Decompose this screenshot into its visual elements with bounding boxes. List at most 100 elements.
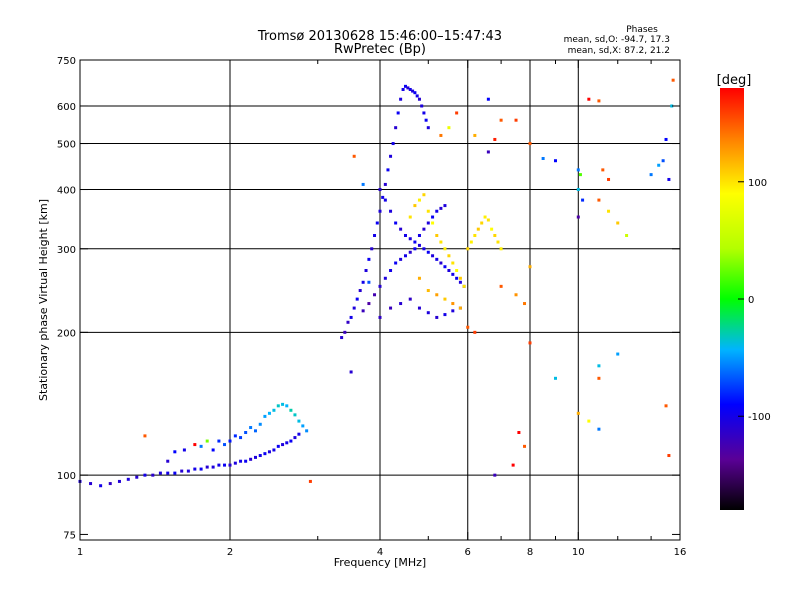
data-point [205,465,209,469]
data-point [217,439,221,443]
data-point [499,247,503,251]
data-point [466,325,470,329]
data-point [597,427,601,431]
data-point [462,284,466,288]
data-point [378,188,382,192]
data-point [473,330,477,334]
data-point [289,439,293,443]
data-point [126,477,130,481]
data-point [258,454,262,458]
data-points [78,78,675,488]
x-axis-label: Frequency [MHz] [334,556,426,569]
data-point [523,444,527,448]
data-point [272,408,276,412]
data-point [293,436,297,440]
y-tick-label: 200 [57,328,76,339]
phases-heading: Phases [626,25,658,35]
data-point [394,126,398,130]
data-point [399,227,403,231]
data-point [394,261,398,265]
data-point [443,313,447,317]
data-point [391,142,395,146]
data-point [417,233,421,237]
data-point [406,86,410,90]
data-point [435,315,439,319]
data-point [267,450,271,454]
data-point [117,479,121,483]
data-point [439,133,443,137]
data-point [386,168,390,172]
data-point [244,459,248,463]
data-point [664,137,668,141]
data-point [576,411,580,415]
y-tick-label: 75 [63,530,76,541]
x-tick-label: 4 [377,547,383,558]
data-point [182,448,186,452]
data-point [616,221,620,225]
data-point [394,221,398,225]
data-point [447,254,451,258]
data-point [199,467,203,471]
data-point [135,475,139,479]
data-point [352,306,356,310]
data-point [528,265,532,269]
data-point [143,434,147,438]
data-point [483,215,487,219]
data-point [581,198,585,202]
data-point [417,306,421,310]
data-point [355,297,359,301]
data-point [399,257,403,261]
data-point [426,126,430,130]
data-point [587,97,591,101]
data-point [625,233,629,237]
data-point [426,250,430,254]
data-point [223,443,227,447]
data-point [439,206,443,210]
data-point [417,243,421,247]
data-point [439,240,443,244]
data-point [435,209,439,213]
data-point [514,118,518,122]
data-point [426,221,430,225]
data-point [258,422,262,426]
data-point [373,293,377,297]
y-axis-ticks: 75 100 200 300 400 500 600 750 [57,56,680,541]
data-point [499,284,503,288]
data-point [401,87,405,91]
data-point [367,257,371,261]
data-point [166,471,170,475]
data-point [281,402,285,406]
x-axis-ticks: 1 2 4 6 8 10 16 [77,60,686,558]
data-point [361,280,365,284]
data-point [349,315,353,319]
data-point [378,209,382,213]
data-point [343,330,347,334]
data-point [367,280,371,284]
y-tick-label: 600 [57,102,76,113]
x-tick-label: 6 [465,547,471,558]
data-point [486,150,490,154]
data-point [239,436,243,440]
data-point [417,198,421,202]
data-point [378,284,382,288]
chart-title: Tromsø 20130628 15:46:00–15:47:43 [257,29,502,44]
data-point [587,419,591,423]
data-point [528,142,532,146]
data-point [408,215,412,219]
y-tick-label: 100 [57,471,76,482]
data-point [193,467,197,471]
data-point [399,97,403,101]
data-point [367,302,371,306]
grid-lines [80,60,680,540]
data-point [233,461,237,465]
data-point [447,269,451,273]
y-tick-label: 400 [57,186,76,197]
data-point [422,193,426,197]
data-point [597,376,601,380]
y-tick-label: 300 [57,245,76,256]
data-point [389,269,393,273]
data-point [476,227,480,231]
data-point [381,195,385,199]
x-tick-label: 1 [77,547,83,558]
